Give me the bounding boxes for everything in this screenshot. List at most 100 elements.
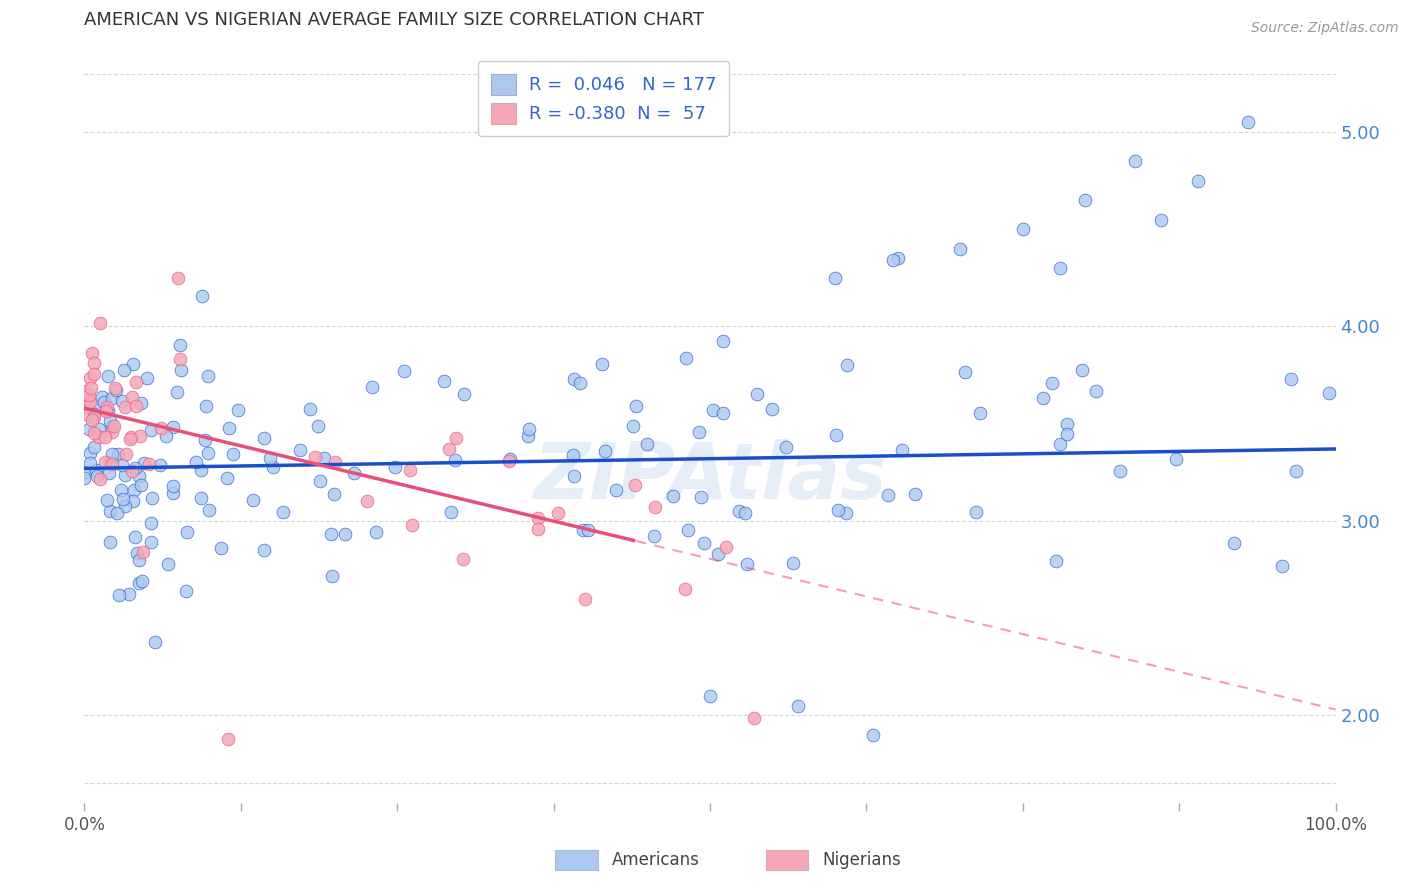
Point: [673, 582, 696, 596]
Point: [162, 486, 184, 500]
Point: [194, 433, 217, 447]
Point: [593, 444, 616, 458]
Point: [1049, 261, 1071, 276]
Point: [1032, 391, 1054, 405]
Point: [644, 500, 666, 514]
Point: [98, 466, 121, 480]
Point: [262, 459, 284, 474]
Point: [90, 390, 112, 404]
Point: [312, 451, 335, 466]
Point: [444, 431, 467, 445]
Text: Source: ZipAtlas.com: Source: ZipAtlas.com: [1251, 21, 1399, 35]
Point: [572, 523, 595, 537]
Point: [643, 529, 665, 543]
Point: [453, 387, 475, 401]
Point: [114, 499, 136, 513]
Point: [713, 334, 735, 349]
Point: [141, 516, 163, 530]
Point: [253, 431, 276, 445]
Point: [1187, 174, 1209, 188]
Point: [242, 492, 264, 507]
Point: [79, 456, 101, 470]
Point: [118, 587, 141, 601]
Point: [84, 463, 107, 477]
Point: [101, 447, 124, 461]
Text: ZIPAtlas: ZIPAtlas: [533, 439, 887, 515]
Point: [107, 588, 129, 602]
Point: [94, 454, 117, 468]
Point: [73, 465, 96, 479]
Point: [125, 375, 148, 389]
Point: [121, 494, 143, 508]
Point: [761, 402, 783, 417]
Point: [1049, 436, 1071, 450]
Point: [401, 518, 423, 533]
Point: [887, 252, 910, 266]
Point: [969, 406, 991, 420]
Point: [141, 423, 163, 437]
Point: [128, 469, 150, 483]
Point: [322, 486, 344, 500]
Point: [73, 470, 96, 484]
Point: [953, 365, 976, 379]
Point: [83, 425, 105, 440]
Point: [1271, 558, 1294, 573]
Point: [735, 557, 758, 571]
Point: [321, 569, 343, 583]
Point: [1319, 386, 1341, 401]
Point: [775, 440, 797, 454]
Point: [162, 479, 184, 493]
Point: [169, 338, 191, 352]
Point: [516, 429, 538, 443]
Point: [89, 316, 111, 330]
Point: [155, 429, 177, 443]
Point: [176, 583, 198, 598]
Point: [222, 447, 245, 461]
Point: [827, 503, 849, 517]
Point: [115, 447, 138, 461]
Point: [135, 371, 157, 385]
Point: [1109, 464, 1132, 478]
Point: [129, 395, 152, 409]
Point: [825, 427, 848, 442]
Text: AMERICAN VS NIGERIAN AVERAGE FAMILY SIZE CORRELATION CHART: AMERICAN VS NIGERIAN AVERAGE FAMILY SIZE…: [84, 12, 704, 29]
Point: [576, 523, 599, 537]
Point: [728, 503, 751, 517]
Point: [1012, 222, 1035, 236]
Point: [745, 387, 768, 401]
Point: [1285, 464, 1308, 478]
Point: [356, 494, 378, 508]
Point: [122, 357, 145, 371]
Point: [1045, 554, 1067, 568]
Point: [699, 689, 721, 703]
Legend: R =  0.046   N = 177, R = -0.380  N =  57: R = 0.046 N = 177, R = -0.380 N = 57: [478, 62, 730, 136]
Point: [131, 574, 153, 588]
Point: [321, 527, 343, 541]
Point: [360, 380, 382, 394]
Point: [167, 271, 190, 285]
Point: [94, 430, 117, 444]
Point: [103, 418, 125, 433]
Point: [93, 394, 115, 409]
Point: [190, 491, 212, 505]
Point: [166, 384, 188, 399]
Point: [782, 556, 804, 570]
Point: [107, 447, 129, 461]
Point: [198, 503, 221, 517]
Point: [624, 400, 647, 414]
Point: [526, 522, 548, 536]
Point: [1237, 115, 1260, 129]
Point: [120, 432, 142, 446]
Point: [824, 271, 846, 285]
Point: [83, 367, 105, 381]
Point: [1279, 372, 1302, 386]
Point: [124, 530, 146, 544]
Point: [711, 406, 734, 420]
Point: [79, 446, 101, 460]
Point: [343, 466, 366, 480]
Point: [111, 394, 134, 409]
Point: [94, 404, 117, 418]
Point: [125, 400, 148, 414]
Point: [437, 442, 460, 456]
Point: [80, 346, 103, 360]
